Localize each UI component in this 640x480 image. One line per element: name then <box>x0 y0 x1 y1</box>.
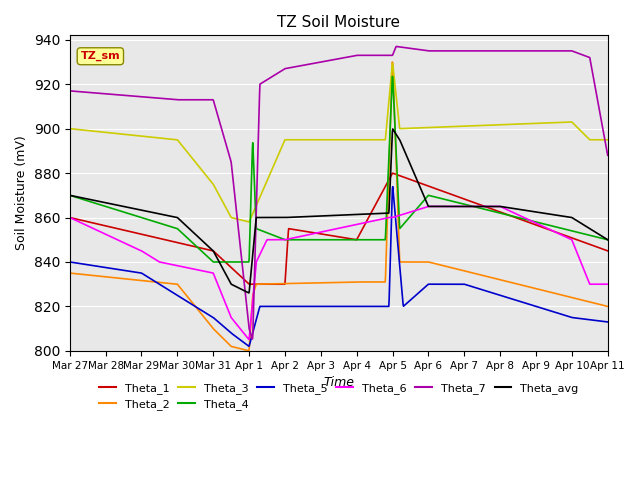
Theta_4 <box>209 259 217 265</box>
Theta_avg <box>604 237 612 242</box>
Theta_5 <box>294 303 302 309</box>
Theta_6 <box>316 229 323 235</box>
Theta_1 <box>372 201 380 206</box>
Theta_6 <box>372 217 380 223</box>
Theta_6 <box>245 336 253 342</box>
Theta_1 <box>129 229 137 235</box>
Theta_4 <box>294 237 302 242</box>
Theta_3 <box>108 130 115 136</box>
Theta_1 <box>108 224 115 230</box>
Theta_5 <box>245 343 253 349</box>
Theta_3 <box>604 137 612 143</box>
Theta_5 <box>372 303 380 309</box>
Theta_5 <box>108 265 115 271</box>
Line: Theta_1: Theta_1 <box>70 173 608 284</box>
Theta_6 <box>425 204 433 209</box>
Theta_3 <box>316 137 323 143</box>
Theta_1 <box>245 281 253 287</box>
Theta_4 <box>66 192 74 198</box>
Theta_7 <box>372 52 380 58</box>
Theta_avg <box>108 201 115 207</box>
Theta_5 <box>604 319 612 325</box>
Theta_2 <box>294 280 302 286</box>
Theta_7 <box>392 44 400 49</box>
Theta_7 <box>316 60 323 65</box>
Theta_6 <box>306 232 314 238</box>
Theta_3 <box>372 137 380 143</box>
Line: Theta_7: Theta_7 <box>70 47 608 339</box>
Theta_7 <box>248 336 256 342</box>
Theta_2 <box>388 59 396 65</box>
Theta_avg <box>66 192 74 198</box>
Legend: Theta_1, Theta_2, Theta_3, Theta_4, Theta_5, Theta_6, Theta_7, Theta_avg: Theta_1, Theta_2, Theta_3, Theta_4, Thet… <box>95 378 583 415</box>
Theta_3 <box>294 137 302 143</box>
Theta_4 <box>108 205 115 211</box>
Theta_7 <box>604 153 612 158</box>
Theta_3 <box>388 60 396 66</box>
Theta_7 <box>294 63 302 69</box>
Text: TZ_sm: TZ_sm <box>81 51 120 61</box>
Theta_avg <box>129 205 137 211</box>
Theta_6 <box>129 244 137 250</box>
Theta_5 <box>389 184 397 190</box>
Theta_1 <box>66 215 74 220</box>
Theta_3 <box>66 126 74 132</box>
Title: TZ Soil Moisture: TZ Soil Moisture <box>277 15 400 30</box>
Theta_4 <box>316 237 323 242</box>
Line: Theta_3: Theta_3 <box>70 63 608 222</box>
Theta_5 <box>66 259 74 265</box>
Theta_2 <box>306 280 314 286</box>
Theta_4 <box>306 237 314 242</box>
Line: Theta_5: Theta_5 <box>70 187 608 346</box>
Theta_4 <box>372 237 380 242</box>
Theta_avg <box>245 290 253 296</box>
Theta_2 <box>604 303 612 309</box>
Theta_2 <box>108 275 115 280</box>
Line: Theta_4: Theta_4 <box>70 76 608 262</box>
Theta_7 <box>108 91 115 97</box>
Theta_5 <box>316 303 323 309</box>
Theta_2 <box>245 348 253 354</box>
Theta_4 <box>129 212 137 218</box>
Line: Theta_avg: Theta_avg <box>70 129 608 293</box>
Theta_3 <box>129 132 137 138</box>
Theta_7 <box>66 88 74 94</box>
Theta_4 <box>388 73 396 79</box>
Line: Theta_2: Theta_2 <box>70 62 608 351</box>
Theta_2 <box>66 270 74 276</box>
Theta_5 <box>129 269 137 275</box>
Theta_1 <box>294 228 302 233</box>
Theta_2 <box>129 277 137 283</box>
Line: Theta_6: Theta_6 <box>70 206 608 339</box>
Theta_5 <box>306 303 314 309</box>
Theta_1 <box>316 231 323 237</box>
Theta_6 <box>108 234 115 240</box>
Theta_avg <box>306 214 314 219</box>
Theta_1 <box>604 248 612 254</box>
Theta_avg <box>294 214 302 220</box>
Theta_6 <box>294 234 302 240</box>
Theta_avg <box>316 213 323 219</box>
Theta_avg <box>389 126 397 132</box>
Theta_6 <box>66 215 74 220</box>
Theta_3 <box>245 219 253 225</box>
Y-axis label: Soil Moisture (mV): Soil Moisture (mV) <box>15 136 28 251</box>
Theta_2 <box>372 279 380 285</box>
Theta_1 <box>306 229 314 235</box>
X-axis label: Time: Time <box>323 376 354 389</box>
Theta_1 <box>389 170 397 176</box>
Theta_3 <box>306 137 314 143</box>
Theta_7 <box>129 93 137 99</box>
Theta_7 <box>306 61 314 67</box>
Theta_avg <box>372 211 380 216</box>
Theta_4 <box>604 237 612 242</box>
Theta_2 <box>316 280 323 286</box>
Theta_6 <box>604 281 612 287</box>
